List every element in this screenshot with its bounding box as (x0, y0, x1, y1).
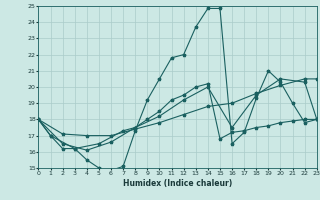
X-axis label: Humidex (Indice chaleur): Humidex (Indice chaleur) (123, 179, 232, 188)
